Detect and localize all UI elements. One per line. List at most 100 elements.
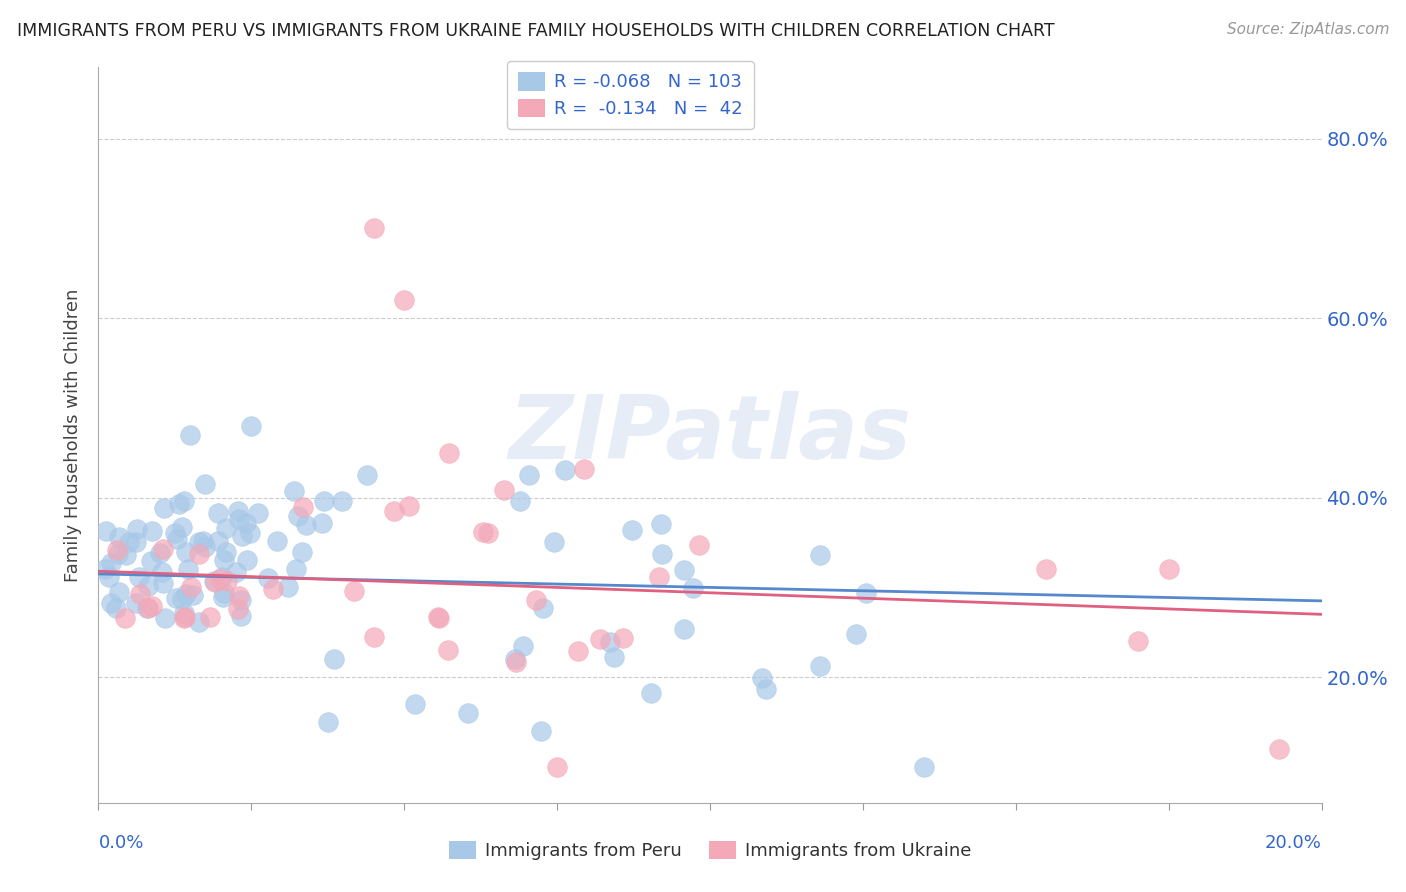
Point (180, 580, 202, 594)
Point (477, 525, 499, 540)
Point (256, 571, 278, 585)
Point (398, 499, 420, 513)
Point (215, 545, 238, 559)
Point (94, 562, 117, 576)
Point (198, 610, 221, 624)
Point (277, 581, 299, 595)
Point (124, 596, 146, 610)
Point (173, 494, 195, 508)
Point (228, 589, 250, 603)
Point (125, 534, 148, 549)
Point (187, 547, 209, 561)
Point (1128, 634, 1150, 648)
Point (141, 599, 163, 613)
Point (382, 504, 405, 518)
Point (166, 533, 188, 547)
Point (152, 575, 174, 590)
Point (343, 584, 366, 599)
Point (494, 483, 516, 497)
Text: ZIPatlas: ZIPatlas (509, 392, 911, 478)
Point (531, 601, 554, 615)
Point (149, 546, 172, 560)
Point (330, 493, 353, 508)
Point (226, 504, 249, 518)
Point (530, 724, 553, 739)
Point (1268, 742, 1291, 756)
Point (751, 671, 773, 685)
Point (170, 592, 193, 607)
Point (363, 631, 385, 645)
Point (524, 593, 547, 607)
Point (855, 586, 877, 600)
Point (235, 516, 257, 530)
Point (167, 497, 190, 511)
Point (503, 651, 526, 665)
Point (188, 615, 211, 629)
Point (1157, 562, 1180, 576)
Point (214, 586, 236, 600)
Point (170, 520, 193, 534)
Point (808, 659, 831, 673)
Point (128, 570, 150, 584)
Point (314, 493, 336, 508)
Point (323, 652, 346, 666)
Point (128, 587, 150, 601)
Point (114, 610, 136, 624)
Point (512, 640, 534, 654)
Text: Source: ZipAtlas.com: Source: ZipAtlas.com (1226, 22, 1389, 37)
Point (125, 522, 148, 536)
Point (107, 530, 129, 544)
Point (845, 627, 868, 641)
Text: 20.0%: 20.0% (1265, 834, 1322, 852)
Point (239, 525, 262, 540)
Point (211, 570, 233, 584)
Point (212, 553, 235, 567)
Point (673, 623, 696, 637)
Point (105, 542, 128, 557)
Point (150, 565, 173, 579)
Point (621, 523, 644, 537)
Point (173, 609, 195, 624)
Point (311, 516, 333, 530)
Point (152, 542, 174, 557)
Point (554, 463, 576, 477)
Point (266, 534, 288, 549)
Text: IMMIGRANTS FROM PERU VS IMMIGRANTS FROM UKRAINE FAMILY HOUSEHOLDS WITH CHILDREN : IMMIGRANTS FROM PERU VS IMMIGRANTS FROM … (17, 22, 1054, 40)
Point (612, 632, 634, 646)
Point (295, 517, 318, 532)
Point (173, 611, 195, 625)
Point (228, 602, 250, 616)
Point (194, 477, 217, 491)
Point (194, 540, 217, 554)
Point (141, 554, 163, 568)
Point (688, 537, 710, 551)
Point (176, 562, 198, 576)
Point (437, 446, 460, 460)
Point (1035, 562, 1057, 576)
Point (104, 601, 127, 615)
Point (114, 548, 136, 562)
Point (505, 655, 527, 669)
Point (808, 548, 831, 562)
Point (207, 533, 229, 548)
Point (207, 506, 229, 520)
Point (291, 544, 314, 558)
Point (640, 686, 662, 700)
Point (163, 525, 186, 540)
Point (229, 608, 252, 623)
Point (472, 525, 495, 540)
Point (100, 556, 122, 570)
Point (94, 524, 117, 538)
Point (912, 760, 935, 774)
Point (209, 572, 232, 586)
Point (543, 535, 565, 549)
Point (173, 606, 195, 620)
Point (599, 634, 621, 648)
Point (204, 574, 226, 589)
Point (153, 500, 176, 515)
Point (236, 553, 259, 567)
Point (202, 574, 225, 588)
Point (215, 521, 238, 535)
Point (181, 588, 204, 602)
Point (228, 512, 250, 526)
